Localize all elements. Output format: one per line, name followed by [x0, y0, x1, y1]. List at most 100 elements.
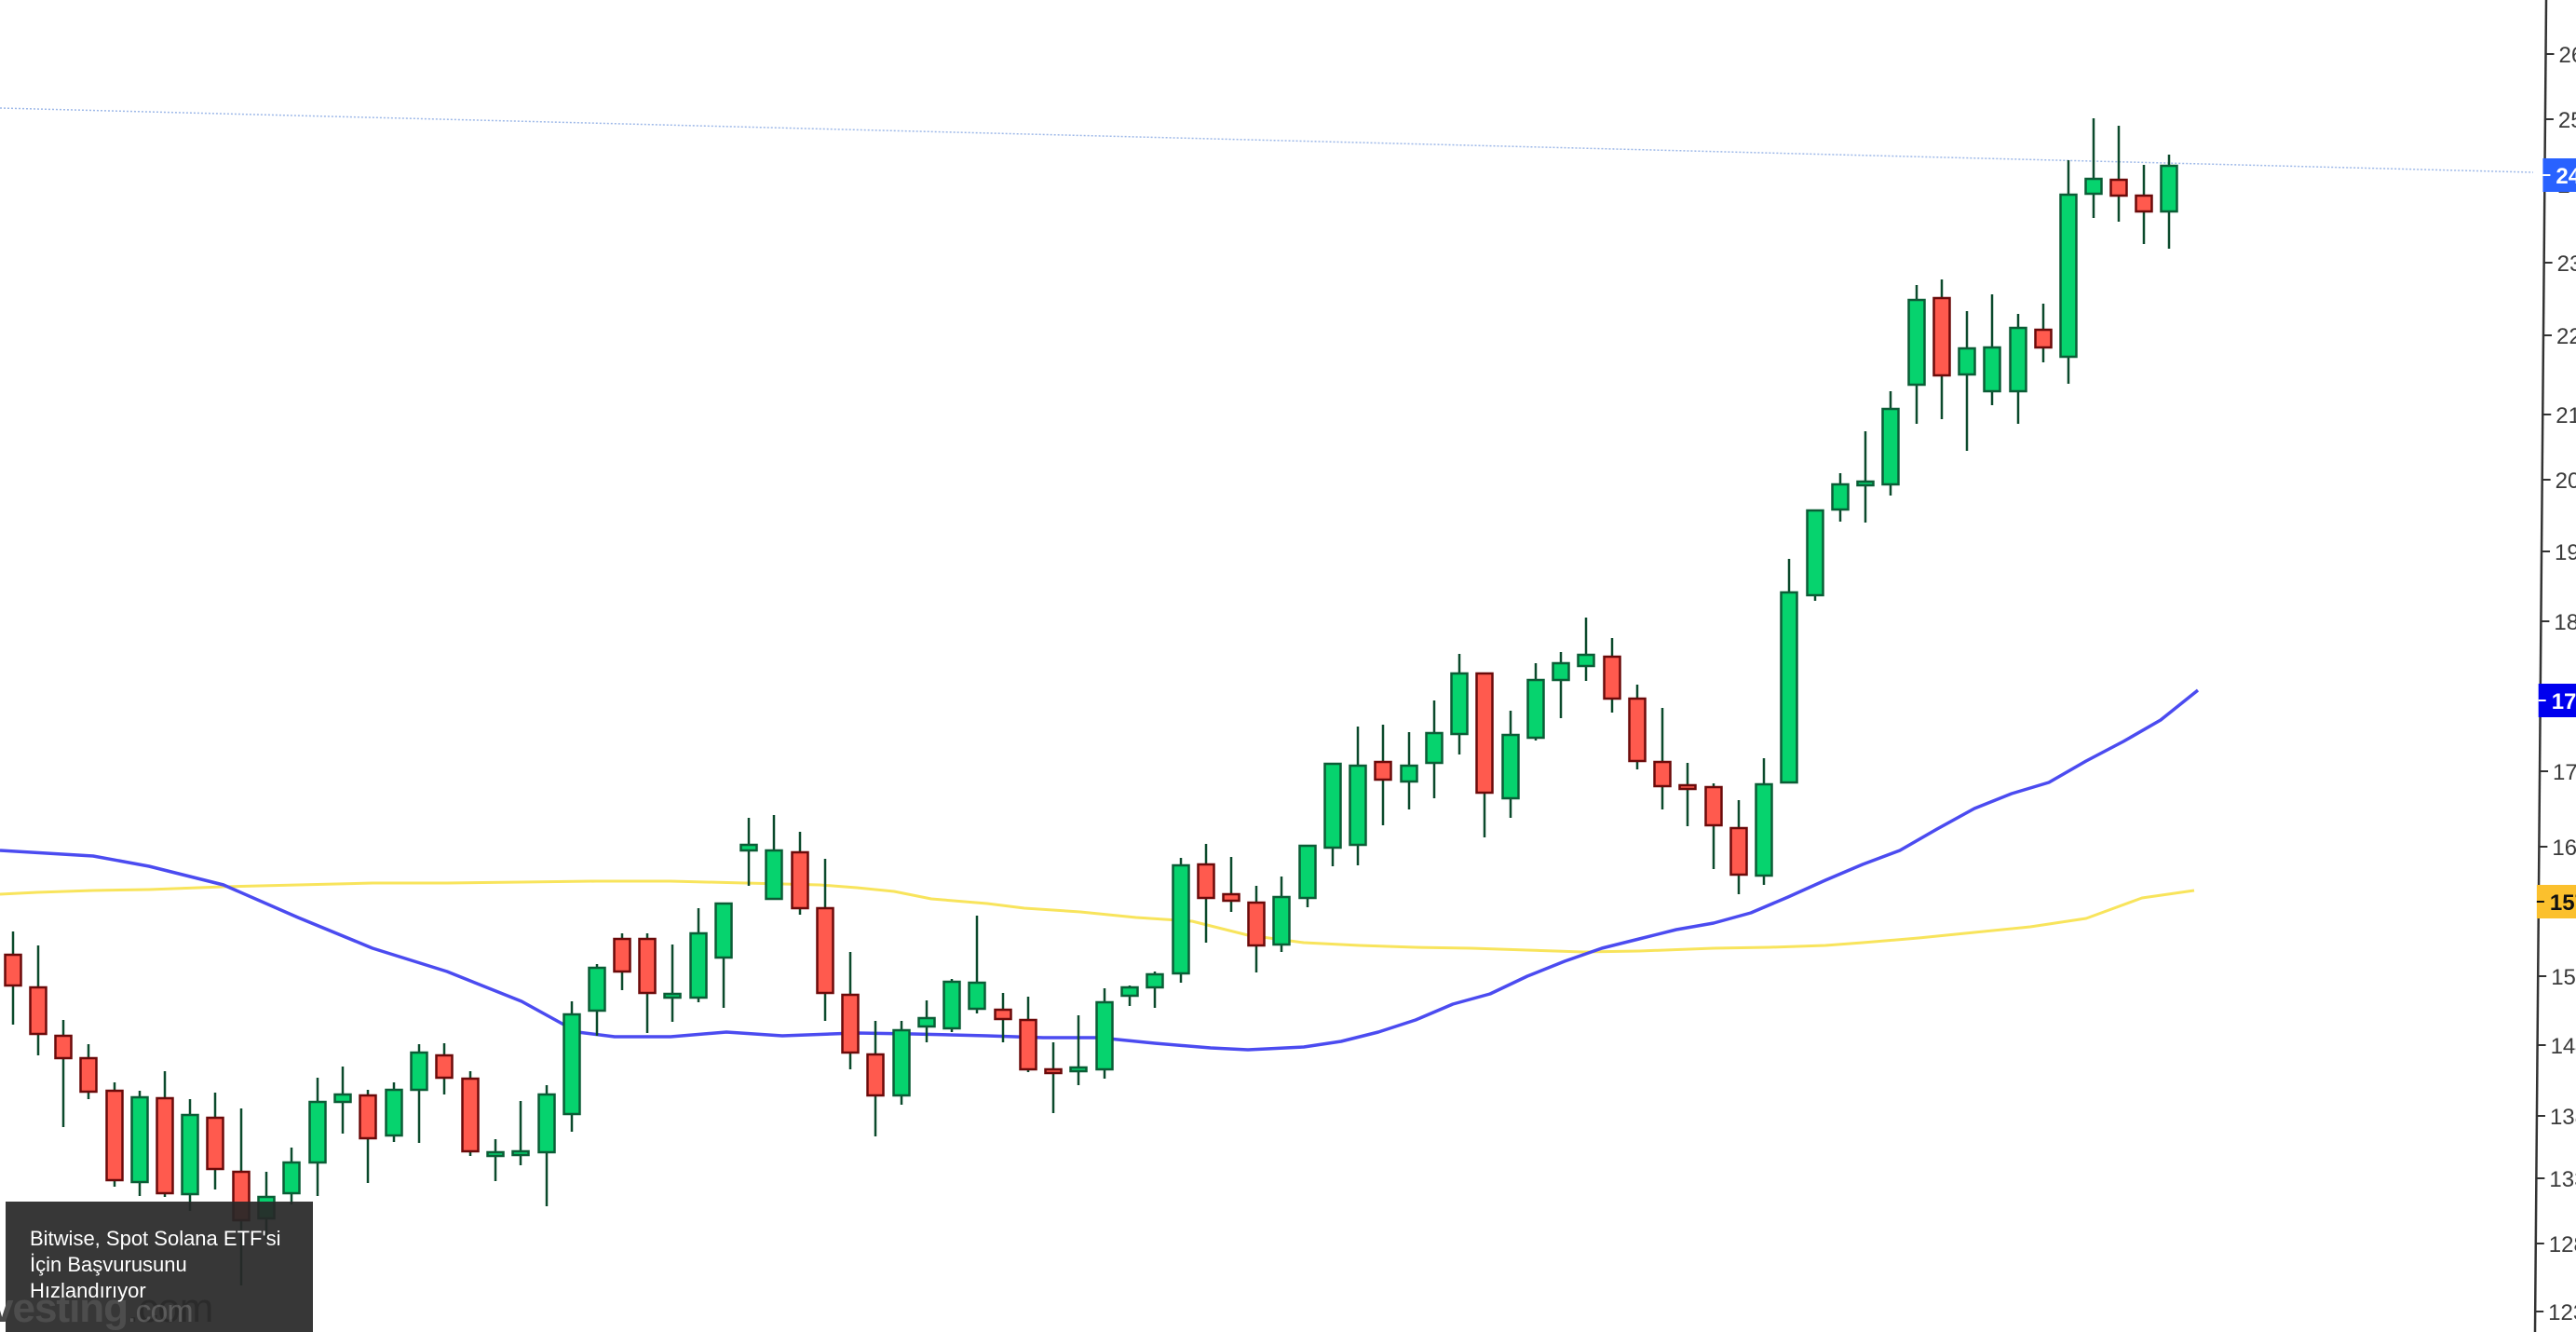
- candle: [1932, 279, 1951, 419]
- candle: [2059, 160, 2078, 384]
- candle-body-down: [1247, 901, 1266, 947]
- moving-average-yellow: [0, 879, 2195, 954]
- candle: [791, 832, 809, 915]
- candle: [866, 1021, 885, 1136]
- candle: [1425, 700, 1444, 798]
- candle-body-up: [1806, 509, 1824, 597]
- candle-body-up: [968, 981, 986, 1011]
- axis-tick-label: 133.5: [2549, 1167, 2576, 1192]
- candle-body-down: [1704, 785, 1723, 827]
- candle: [4, 931, 22, 1025]
- price-tag-label: 241: [2556, 164, 2576, 189]
- candle-body-down: [1222, 892, 1241, 903]
- candle-body-up: [1983, 346, 2001, 393]
- candle-body-up: [1450, 672, 1469, 736]
- candle-body-up: [1425, 731, 1444, 765]
- candle: [1222, 857, 1241, 912]
- caption-line-3: Hızlandırıyor: [30, 1279, 146, 1302]
- candle: [1172, 858, 1190, 983]
- candle-body-up: [892, 1028, 911, 1097]
- candle: [181, 1099, 199, 1211]
- axis-tick-label: 250: [2558, 108, 2576, 133]
- candle-body-up: [1526, 678, 1545, 740]
- candle: [1755, 758, 1773, 885]
- candle: [1400, 732, 1418, 809]
- axis-tick-label: 150.5: [2551, 965, 2576, 990]
- candle: [308, 1078, 327, 1196]
- axis-tick-label: 202.: [2556, 469, 2576, 494]
- candle-body-down: [1374, 760, 1392, 782]
- candle-body-up: [1349, 764, 1367, 847]
- candle: [994, 993, 1012, 1042]
- candle-body-down: [54, 1034, 73, 1060]
- candle-body-down: [1628, 697, 1647, 763]
- candle: [410, 1044, 428, 1143]
- candle: [2084, 118, 2103, 218]
- candle-body-up: [663, 992, 682, 999]
- candle: [206, 1093, 224, 1189]
- news-caption[interactable]: Bitwise, Spot Solana ETF'si İçin Başvuru…: [6, 1202, 313, 1332]
- candle: [2109, 126, 2128, 222]
- candle: [1653, 708, 1672, 809]
- candle-body-up: [1146, 972, 1164, 989]
- candle: [1704, 783, 1723, 869]
- candle-body-up: [917, 1016, 936, 1028]
- candle-body-down: [1044, 1067, 1063, 1075]
- price-axis[interactable]: 260250240230220210202.194.186.170.0162.5…: [2533, 0, 2576, 1332]
- candle-body-up: [181, 1113, 199, 1196]
- caption-line-1: Bitwise, Spot Solana ETF'si: [30, 1227, 281, 1250]
- candle: [1501, 711, 1520, 818]
- axis-tick-label: 230: [2557, 251, 2576, 277]
- caption-text: Bitwise, Spot Solana ETF'si İçin Başvuru…: [30, 1226, 305, 1304]
- candle: [1146, 972, 1164, 1008]
- axis-tick-label: 162.5: [2552, 836, 2576, 861]
- candle: [563, 1001, 581, 1132]
- candle: [1577, 618, 1595, 681]
- last-price-dotted-line: [0, 107, 2534, 173]
- axis-tick-label: 210: [2556, 403, 2576, 428]
- candle: [1628, 685, 1647, 769]
- candle-body-up: [765, 849, 783, 901]
- axis-line: [2533, 0, 2548, 1332]
- candle: [2009, 314, 2027, 424]
- candle-body-up: [511, 1149, 530, 1157]
- candle-body-down: [461, 1077, 480, 1153]
- price-tag-label: 157.3: [2550, 890, 2576, 916]
- candle-body-down: [1603, 655, 1621, 700]
- candle-body-down: [105, 1089, 124, 1182]
- candle: [1907, 285, 1926, 424]
- candle: [1044, 1042, 1063, 1113]
- candle: [841, 952, 860, 1069]
- candle: [1475, 672, 1494, 837]
- candle-body-up: [1755, 782, 1773, 877]
- candle: [359, 1090, 377, 1183]
- candle: [1069, 1015, 1088, 1085]
- candle-body-up: [689, 931, 708, 999]
- candle: [537, 1085, 556, 1206]
- candle-body-down: [1729, 826, 1748, 877]
- axis-tick-label: 123.5: [2548, 1300, 2576, 1325]
- candle: [105, 1082, 124, 1187]
- candle-body-up: [486, 1150, 505, 1158]
- candle: [1272, 877, 1291, 952]
- candle-body-up: [588, 966, 606, 1013]
- candle-body-down: [2135, 194, 2153, 213]
- candle-body-up: [739, 843, 758, 852]
- price-tag-label: 177.: [2552, 689, 2576, 714]
- candle: [765, 815, 783, 901]
- candle: [486, 1139, 505, 1181]
- candle: [714, 902, 733, 1008]
- candle-body-down: [1932, 296, 1951, 377]
- candle-body-up: [1501, 733, 1520, 800]
- candle-body-up: [1856, 480, 1875, 487]
- candle-body-down: [791, 850, 809, 910]
- candle: [333, 1067, 352, 1134]
- candle-body-down: [2034, 328, 2053, 349]
- candle-body-up: [2059, 193, 2078, 359]
- moving-average-blue: [0, 688, 2200, 1052]
- candle-body-down: [156, 1096, 174, 1195]
- candle: [1323, 762, 1342, 866]
- caption-line-2: İçin Başvurusunu: [30, 1253, 187, 1276]
- candle: [1247, 886, 1266, 972]
